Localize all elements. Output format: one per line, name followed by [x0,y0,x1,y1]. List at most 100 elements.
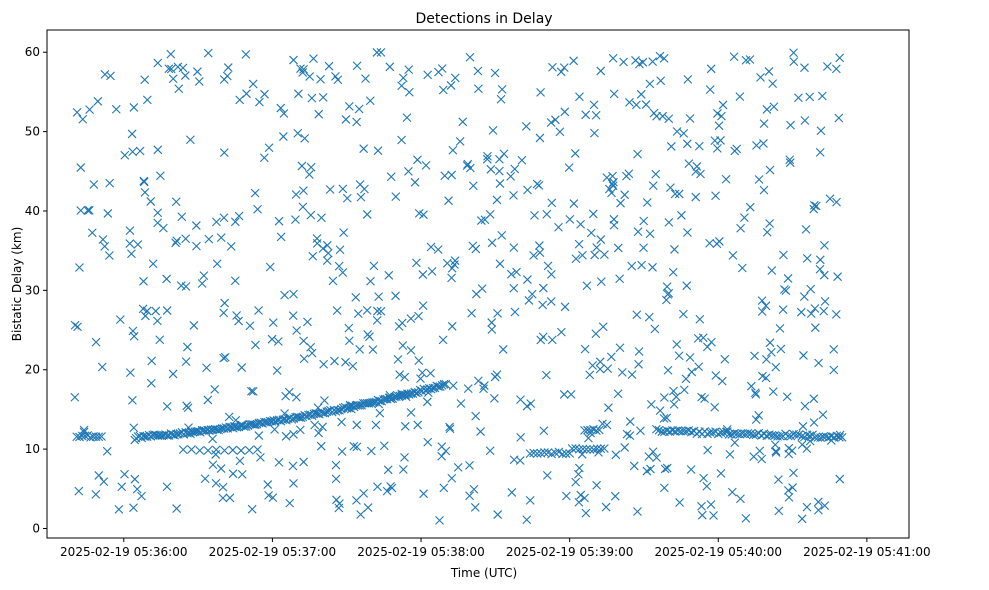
detection-marker [181,427,191,437]
detection-marker [490,68,500,78]
detection-marker [512,267,521,277]
y-tick-label: 0 [32,521,40,535]
detection-marker [437,442,447,452]
detection-marker [249,420,258,429]
detection-marker [140,311,150,321]
detection-marker [366,446,376,456]
detection-marker [374,399,384,409]
detection-marker [267,417,277,426]
detection-marker [153,58,163,68]
detection-marker [76,163,86,172]
detection-marker [686,427,696,437]
detection-marker [590,128,599,138]
detection-marker [832,197,841,207]
detection-marker [831,309,841,319]
detection-marker [493,308,502,318]
detection-marker [439,483,449,493]
detection-marker [755,446,765,456]
detection-marker [615,274,625,284]
detection-marker [386,172,396,182]
detection-marker [556,327,566,337]
detection-marker [765,219,775,228]
detection-marker [560,107,570,117]
detection-marker [437,451,447,461]
detection-marker [203,48,213,58]
detection-marker [278,132,288,141]
detection-marker [162,306,172,315]
detection-marker [292,326,302,335]
detection-marker [548,62,557,72]
detection-marker [739,213,749,222]
detection-marker [816,433,825,443]
detection-marker [339,228,349,237]
detection-marker [574,239,584,249]
detection-marker [636,89,646,99]
y-tick-label: 60 [25,45,40,59]
detection-marker [608,181,618,191]
detection-marker [309,54,318,64]
detection-marker [576,490,586,500]
detection-marker [232,311,241,320]
detection-marker [155,335,165,345]
detection-marker [272,366,282,375]
detection-marker [510,164,520,174]
detection-marker [517,155,527,165]
detection-marker [120,469,129,479]
detection-marker [352,117,361,127]
detection-marker [759,185,769,195]
detection-marker [713,429,723,439]
detection-marker [434,67,443,77]
detection-marker [670,245,679,254]
detection-marker [140,75,150,85]
detection-marker [352,442,362,452]
detection-marker [586,428,595,438]
detection-marker [140,187,150,197]
detection-marker [684,159,694,169]
y-tick-label: 10 [25,442,40,456]
detection-marker [172,429,181,439]
detection-marker [761,301,771,311]
detection-marker [183,403,193,413]
detection-marker [317,213,326,223]
detection-marker [829,345,839,354]
detection-marker [447,321,457,331]
y-tick-label: 50 [25,125,40,139]
detection-marker [644,312,654,322]
detection-marker [659,54,669,63]
detection-marker [729,52,739,62]
detection-marker [683,228,692,237]
detection-marker [212,425,222,435]
detection-marker [230,276,240,286]
detection-marker [567,444,577,453]
detection-marker [768,79,778,89]
detection-marker [736,494,745,504]
detection-marker [728,251,738,260]
detection-marker [569,199,579,208]
detection-marker [305,72,315,81]
detection-marker [458,117,468,127]
detection-marker [571,254,581,264]
detection-marker [602,173,612,182]
detection-marker [325,185,335,194]
detection-marker [632,100,641,110]
detection-marker [398,465,408,474]
detection-marker [800,401,810,411]
detection-marker [702,481,712,491]
detection-marker [613,389,623,399]
detection-marker [253,445,262,454]
detection-marker [76,206,86,215]
detection-marker [374,292,384,302]
detection-marker [815,148,825,157]
detection-marker [153,218,163,228]
detection-marker [344,323,354,333]
detection-marker [737,263,747,273]
detection-marker [776,344,786,354]
detection-marker [426,242,436,252]
detection-marker [129,331,139,341]
detection-marker [752,141,761,150]
detection-marker [564,163,574,172]
detection-marker [260,89,269,99]
detection-marker [324,61,334,71]
detection-marker [450,256,460,266]
detection-marker [799,292,809,302]
